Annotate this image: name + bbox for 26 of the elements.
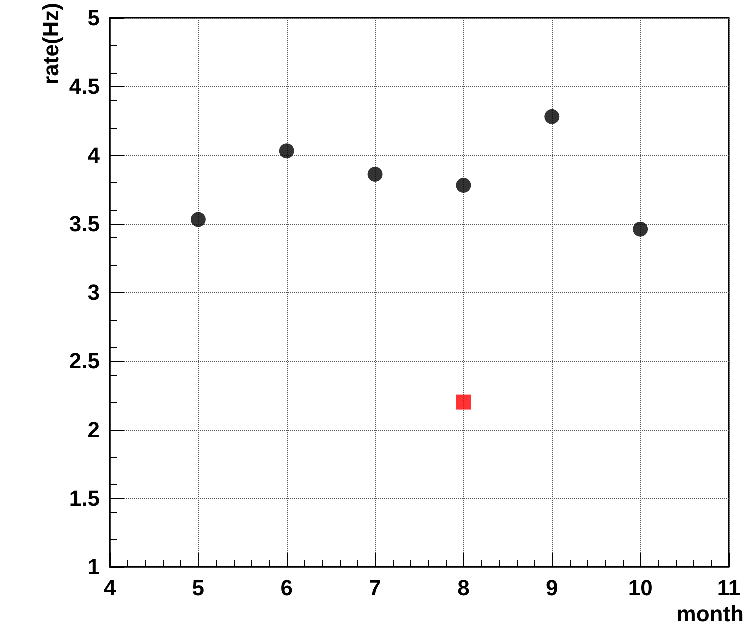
x-tick-label: 8 (458, 576, 470, 600)
y-tick-label: 2.5 (69, 348, 100, 374)
y-tick-label: 4 (88, 142, 101, 168)
y-tick-label: 3 (88, 280, 100, 305)
x-tick-label: 4 (104, 576, 117, 600)
x-tick-label: 5 (192, 576, 205, 600)
y-tick-label: 5 (88, 6, 100, 30)
y-axis-title: rate(Hz) (38, 3, 64, 85)
y-tick-label: 1.5 (69, 486, 100, 511)
y-tick-label: 3.5 (69, 211, 100, 236)
point (544, 109, 560, 124)
x-tick-label: 11 (717, 576, 741, 600)
point (456, 394, 472, 410)
x-tick-label: 10 (628, 576, 653, 600)
point (190, 212, 206, 228)
point (456, 178, 472, 193)
x-tick-label: 6 (280, 576, 293, 600)
y-tick-label: 4.5 (69, 74, 100, 100)
x-axis-title: month (676, 602, 744, 626)
point (279, 144, 294, 159)
x-tick-label: 7 (369, 576, 382, 600)
point (368, 166, 383, 182)
x-tick-label: 9 (546, 576, 558, 600)
y-tick-label: 2 (88, 417, 100, 442)
point (633, 222, 648, 237)
y-tick-label: 1 (88, 554, 100, 580)
